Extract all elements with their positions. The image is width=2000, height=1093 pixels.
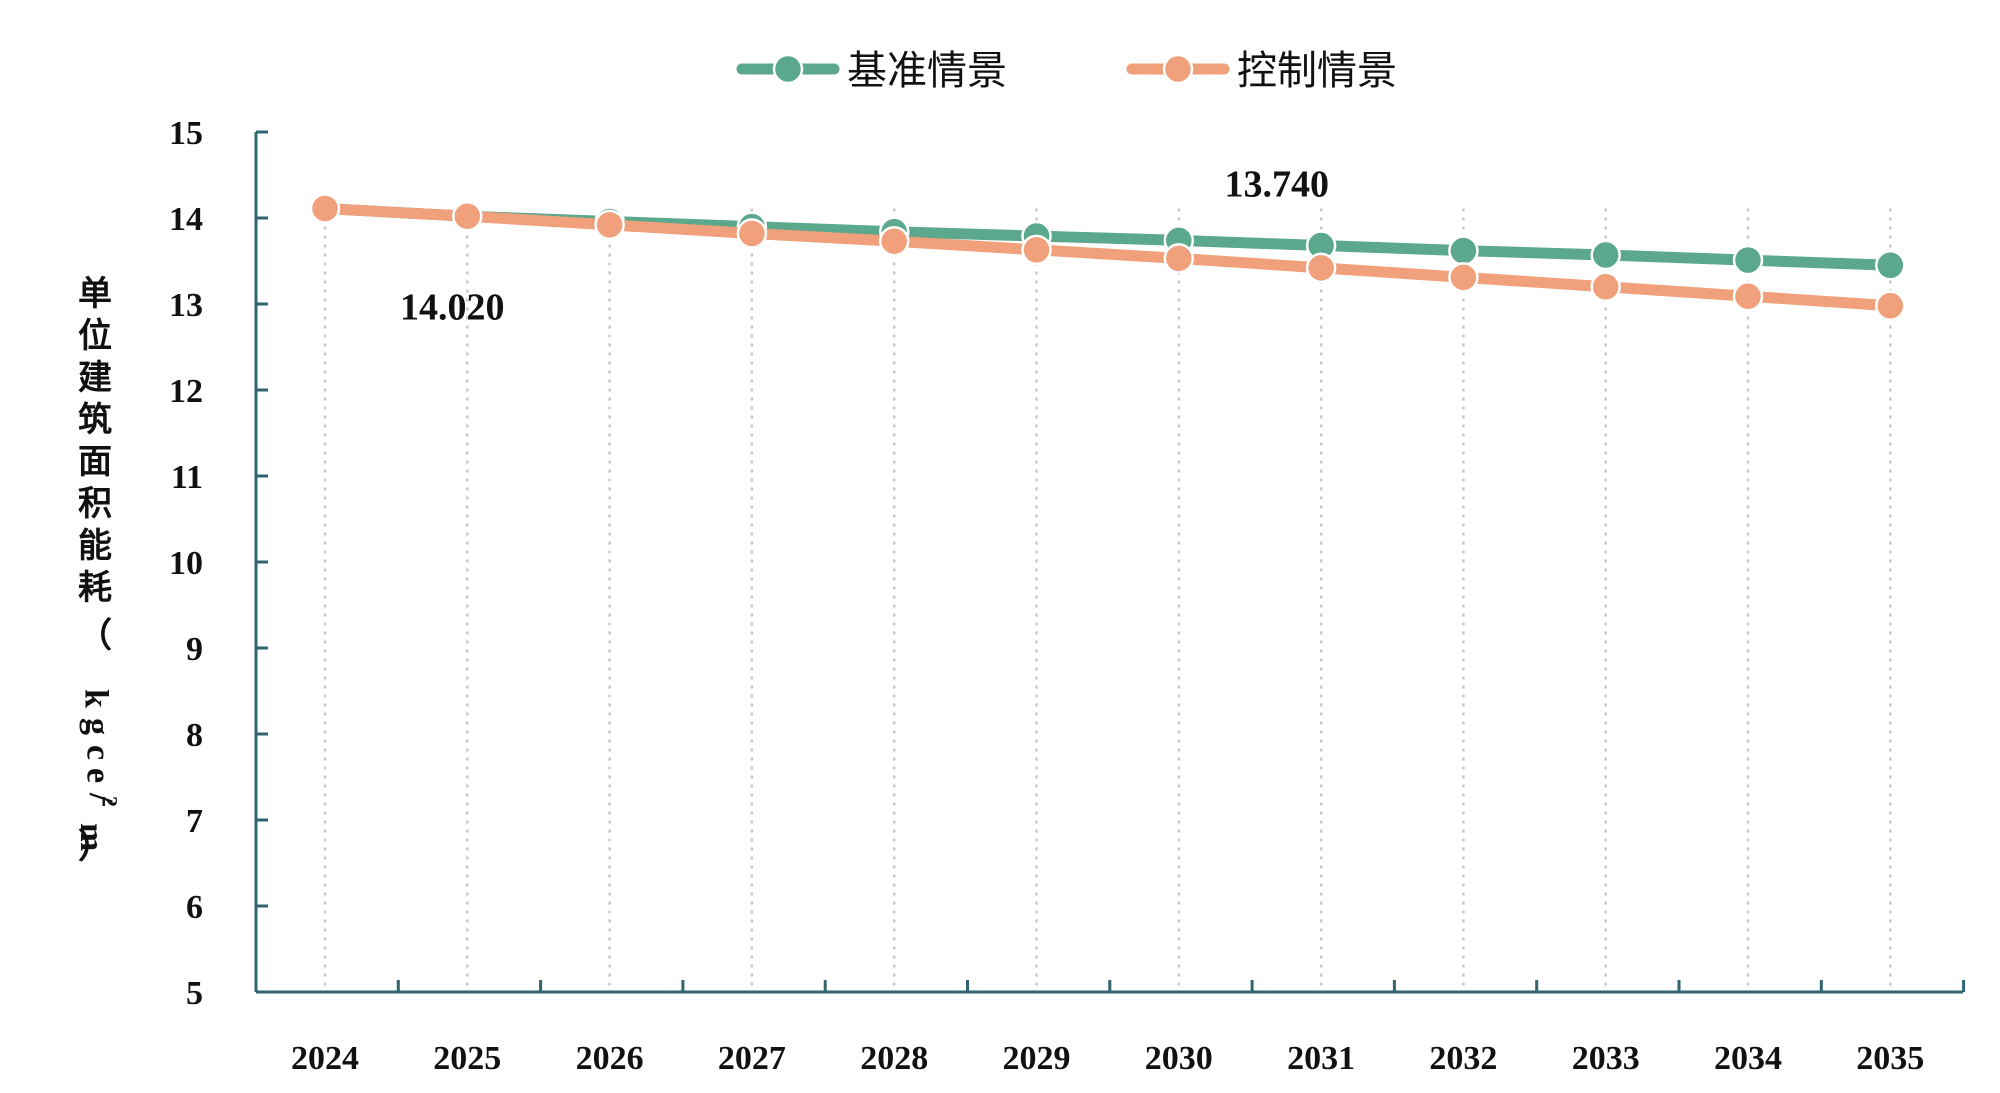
- data-point-control-2025: [452, 201, 483, 232]
- y-axis-title-char: （: [78, 616, 112, 656]
- y-axis-title-char: 积: [78, 484, 112, 524]
- series-line-control: [319, 203, 1896, 312]
- y-tick-label: 14: [169, 201, 203, 238]
- data-label-annotation: 14.020: [400, 286, 505, 328]
- y-axis-title-char: 筑: [78, 400, 112, 440]
- y-tick-label: 13: [169, 287, 203, 324]
- data-point-baseline-2033: [1590, 239, 1621, 271]
- legend[interactable]: 基准情景 控制情景: [736, 48, 1397, 94]
- data-point-control-2035: [1875, 290, 1906, 321]
- y-axis-title-char: 建: [78, 358, 112, 398]
- x-tick-label: 2032: [1429, 1040, 1497, 1077]
- y-tick-label: 5: [186, 975, 203, 1012]
- data-point-control-2032: [1448, 262, 1479, 293]
- data-point-control-2024: [309, 193, 341, 224]
- y-axis-title-char: ）: [78, 827, 112, 867]
- y-axis-title-char: e: [79, 768, 116, 783]
- x-tick-label: 2028: [860, 1040, 928, 1077]
- legend-label: 控制情景: [1237, 48, 1397, 94]
- gridlines: [323, 208, 1892, 992]
- y-axis-title-char: g: [79, 718, 116, 735]
- y-axis-title-char: c: [79, 745, 116, 760]
- y-tick-label: 6: [186, 889, 203, 926]
- x-tick-label: 2025: [433, 1040, 501, 1077]
- x-tick-label: 2034: [1714, 1040, 1782, 1077]
- x-tick-label: 2026: [576, 1040, 644, 1077]
- data-label-annotation: 13.740: [1225, 163, 1330, 205]
- data-point-control-2027: [736, 218, 768, 249]
- x-tick-label: 2027: [718, 1040, 786, 1077]
- y-axis-title-char: m: [73, 823, 110, 851]
- y-axis-title-text: 单位建筑面积能耗 （ k g c e / m 2 ）: [73, 274, 123, 867]
- x-tick-label: 2030: [1145, 1040, 1213, 1077]
- y-axis-title-char: 2: [98, 796, 123, 807]
- y-axis-title-char: 耗: [78, 568, 112, 608]
- y-tick-label: 11: [171, 459, 203, 496]
- data-point-baseline-2034: [1732, 244, 1764, 276]
- y-axis-ticks: 5 6 7 8 9 10 11 12 13 14 15: [169, 115, 268, 1012]
- x-tick-label: 2024: [291, 1040, 359, 1077]
- x-tick-label: 2029: [1003, 1040, 1071, 1077]
- data-point-control-2033: [1590, 271, 1621, 303]
- data-point-baseline-2035: [1875, 250, 1906, 281]
- y-tick-label: 12: [169, 373, 203, 410]
- data-point-control-2028: [878, 225, 910, 257]
- data-point-control-2026: [594, 209, 625, 241]
- x-axis-ticks: 2024 2025 2026 2027 2028 2029 2030 2031 2032 2033…: [254, 980, 1966, 1077]
- data-point-control-2030: [1163, 243, 1195, 274]
- y-axis-title: 单位建筑面积能耗 （ k g c e / m 2 ）: [73, 274, 123, 867]
- y-tick-label: 9: [186, 631, 203, 668]
- data-point-control-2031: [1305, 252, 1337, 284]
- data-point-control-2034: [1732, 281, 1764, 312]
- y-axis-title-char: /: [82, 792, 119, 803]
- x-tick-label: 2031: [1287, 1040, 1355, 1077]
- x-tick-label: 2033: [1572, 1040, 1640, 1077]
- legend-swatch-marker: [1162, 53, 1194, 85]
- x-tick-label: 2035: [1856, 1040, 1924, 1077]
- series-lines: [309, 193, 1906, 321]
- y-axis-title-char: 能: [78, 526, 112, 566]
- y-tick-label: 15: [169, 115, 203, 152]
- annotations: 14.020 13.740: [400, 163, 1329, 328]
- y-tick-label: 10: [169, 545, 203, 582]
- y-tick-label: 8: [186, 717, 203, 754]
- y-axis-title-char: 面: [78, 442, 112, 482]
- y-axis-title-char: 位: [78, 316, 112, 356]
- legend-swatch-marker: [772, 53, 804, 85]
- data-point-control-2029: [1021, 234, 1052, 266]
- y-axis-title-char: k: [78, 689, 115, 708]
- legend-label: 基准情景: [847, 48, 1007, 94]
- y-tick-label: 7: [186, 803, 203, 840]
- data-point-baseline-2032: [1448, 235, 1479, 266]
- y-axis-title-char: 单: [78, 274, 112, 314]
